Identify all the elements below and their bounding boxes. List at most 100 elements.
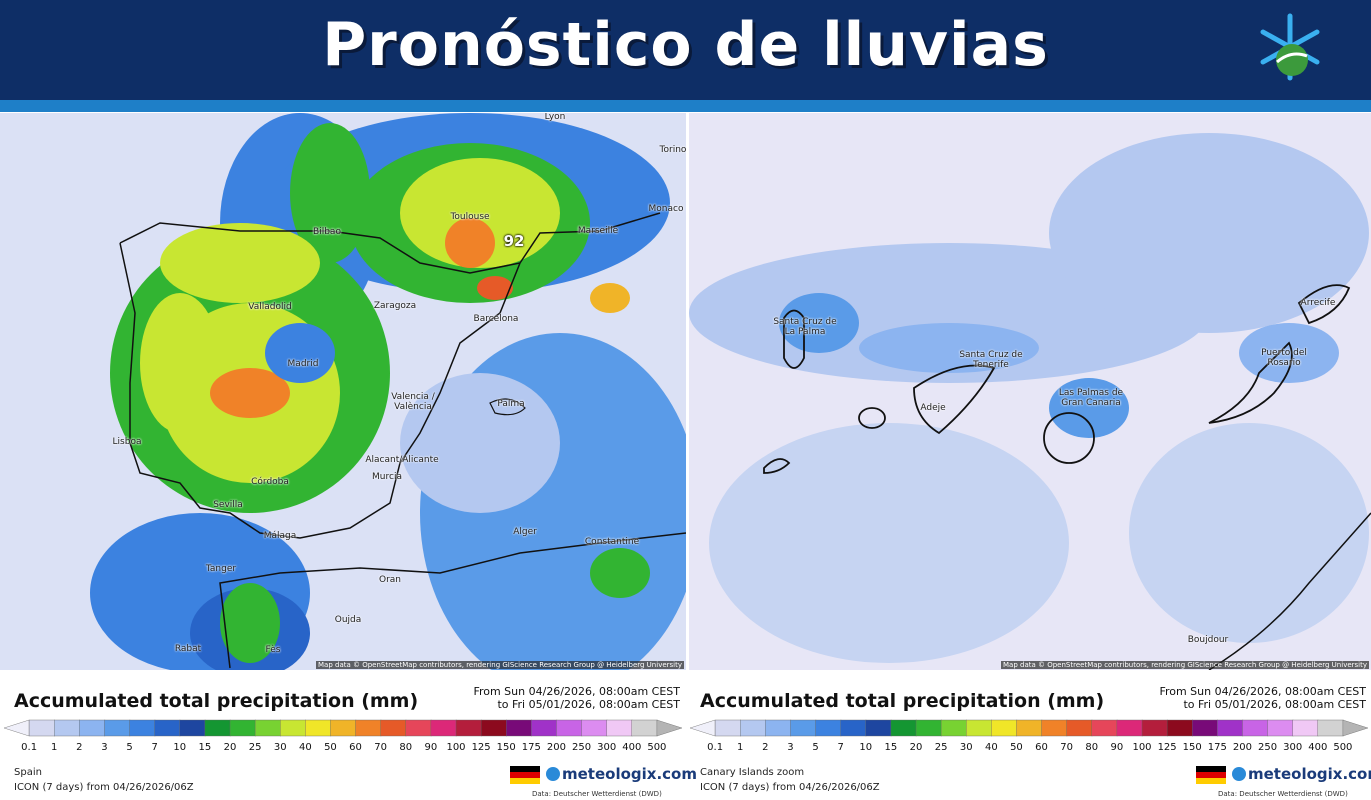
legend-model: ICON (7 days) from 04/26/2026/06Z [700,782,880,793]
colorbar-label: 100 [1132,742,1152,753]
place-label: Córdoba [251,477,289,487]
colorbar-label: 175 [1207,742,1227,753]
place-label: Tanger [205,564,237,574]
brand-name: meteologix.com [562,765,697,783]
colorbar-label: 5 [812,742,819,753]
colorbar-label: 40 [298,742,312,753]
header-bar: Pronóstico de lluvias [0,0,1371,100]
colorbar-segment [254,719,281,737]
colorbar-segment [606,719,633,737]
colorbar-segment [740,719,767,737]
colorbar-label: 20 [223,742,237,753]
colorbar-segment [714,719,741,737]
colorbar-segment [790,719,817,737]
colorbar-label: 60 [1035,742,1048,753]
colorbar-label: 0.1 [707,742,724,753]
colorbar-segment [280,719,307,737]
colorbar-label: 175 [521,742,541,753]
colorbar-label: 60 [349,742,362,753]
place-label: Puerto del Rosario [1261,348,1307,368]
place-label: Arrecife [1300,298,1336,308]
colorbar-segment [890,719,917,737]
colorbar-label: 125 [1157,742,1177,753]
place-label: Palma [497,399,525,409]
colorbar-label: 125 [471,742,491,753]
colorbar-segment [581,719,608,737]
colorbar-label: 10 [859,742,873,753]
map-attribution: Map data © OpenStreetMap contributors, r… [316,661,684,669]
colorbar-segment [689,719,716,737]
place-label: Oran [378,575,402,585]
colorbar-segment [531,719,558,737]
colorbar-label: 250 [572,742,592,753]
place-label: Zaragoza [373,301,417,311]
place-label: Adeje [920,403,946,413]
map-layer [689,113,1371,670]
place-label: Valladolid [248,302,292,312]
colorbar-segment [1016,719,1043,737]
place-label: Las Palmas de Gran Canaria [1058,388,1124,408]
colorbar-segment [840,719,867,737]
colorbar-segment [656,719,683,737]
colorbar-segment [330,719,357,737]
colorbar-label: 2 [76,742,83,753]
place-label: Marseille [577,226,619,236]
brand-name: meteologix.com [1248,765,1371,783]
colorbar-label: 7 [837,742,844,753]
colorbar-segment [506,719,533,737]
colorbar-label: 300 [1283,742,1303,753]
legend-range-from: From Sun 04/26/2026, 08:00am CEST [1159,685,1366,698]
colorbar-label: 80 [1085,742,1099,753]
colorbar-label: 40 [984,742,998,753]
place-label: Valencia / València [391,392,435,412]
place-label: Monaco [648,204,684,214]
logo-icon [1260,13,1320,81]
colorbar-label: 150 [496,742,516,753]
colorbar-segment [430,719,457,737]
colorbar-segment [556,719,583,737]
legend-region: Canary Islands zoom [700,767,805,778]
colorbar-segment [154,719,181,737]
colorbar-segment [1066,719,1093,737]
legend-range-to: to Fri 05/01/2026, 08:00am CEST [1183,698,1366,711]
colorbar-segment [355,719,382,737]
place-label: Bilbao [313,227,341,237]
colorbar-label: 500 [1333,742,1353,753]
flag-icon [1196,766,1226,784]
colorbar-segment [54,719,81,737]
place-label: Lisboa [112,437,142,447]
colorbar-label: 10 [173,742,187,753]
colorbar-label: 200 [546,742,566,753]
place-label: Boujdour [1187,635,1229,645]
colorbar-segment [940,719,967,737]
colorbar-segment [1091,719,1118,737]
place-label: Alacant/Alicante [365,455,439,465]
colorbar-segment [3,719,30,737]
colorbar-label: 500 [647,742,667,753]
legend-region: Spain [14,767,42,778]
colorbar-segment [28,719,55,737]
map-canary: Santa Cruz de La Palma Santa Cruz de Ten… [689,113,1371,670]
place-label: Toulouse [450,212,490,222]
colorbar-segment [1267,719,1294,737]
colorbar-segment [1217,719,1244,737]
colorbar-segment [79,719,106,737]
brand-icon [1232,767,1246,781]
colorbar-label: 25 [248,742,262,753]
colorbar-segment [1192,719,1219,737]
colorbar-segment [129,719,156,737]
colorbar-segment [991,719,1018,737]
colorbar-segment [765,719,792,737]
colorbar-label: 7 [151,742,158,753]
colorbar-label: 5 [126,742,133,753]
colorbar-label: 3 [101,742,108,753]
place-label: Santa Cruz de Tenerife [959,350,1023,370]
place-label: Madrid [287,359,319,369]
colorbar-label: 30 [959,742,973,753]
colorbar-label: 3 [787,742,794,753]
colorbar-label: 400 [622,742,642,753]
colorbar [3,719,683,737]
colorbar-label: 50 [1010,742,1023,753]
